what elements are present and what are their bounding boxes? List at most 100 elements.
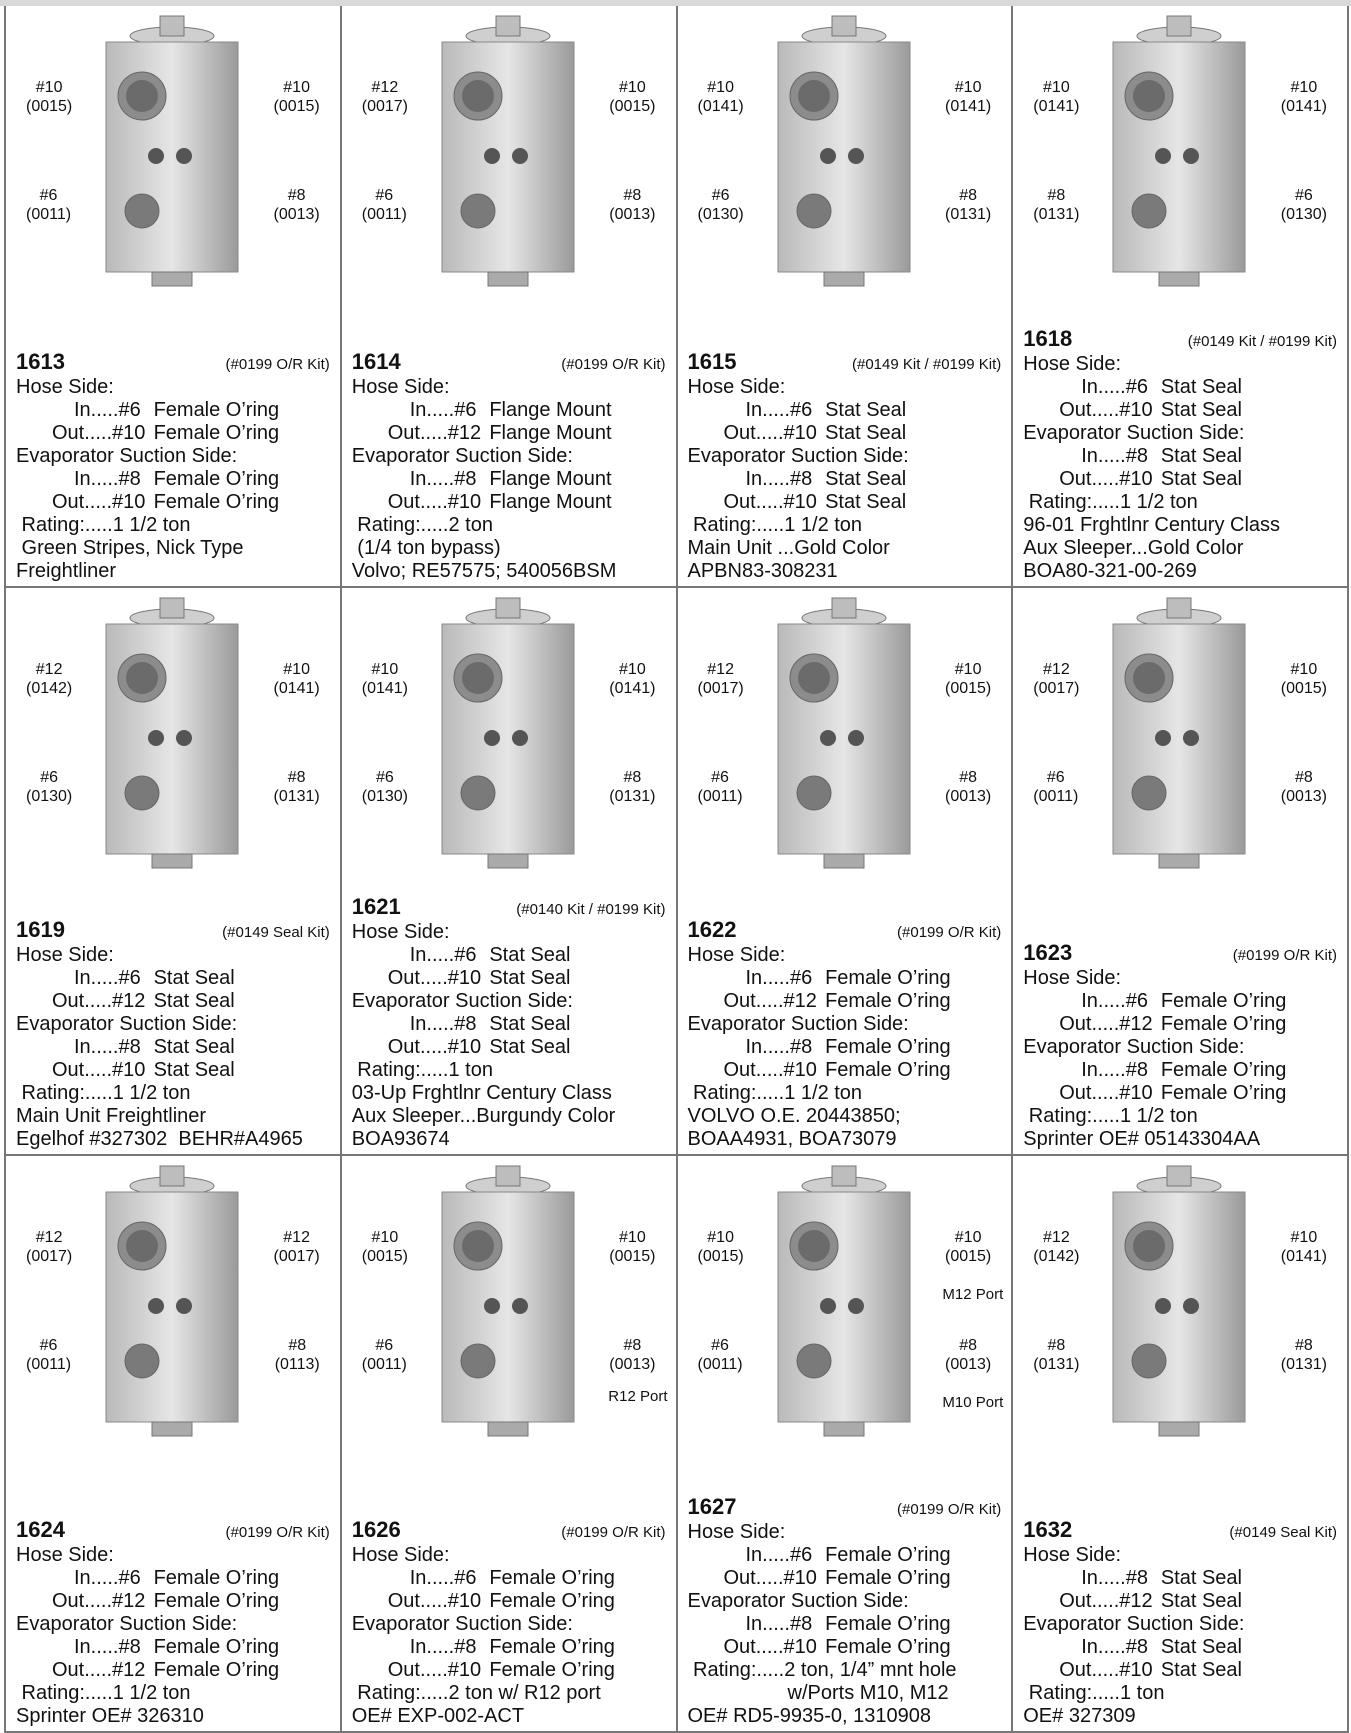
port-label-top-left: #12 (0142) [1033, 1229, 1080, 1265]
note-line: Rating:.....1 ton [351, 1059, 493, 1081]
kit-label: (#0149 Kit / #0199 Kit) [1187, 333, 1337, 350]
spec-block: 1614 (#0199 O/R Kit) Hose Side: In.....#… [352, 350, 666, 583]
valve-icon [105, 1165, 239, 1437]
evap-out-row: Out.....#10 Female O’ring [723, 1059, 951, 1081]
evap-side-label: Evaporator Suction Side: [351, 1613, 573, 1635]
note-line: Rating:.....1 1/2 ton [16, 1082, 191, 1104]
evap-out-row: Out.....#10 Stat Seal [1059, 468, 1242, 490]
hose-side-label: Hose Side: [351, 921, 450, 943]
evap-in-row: In.....#8 Female O’ring [745, 1036, 951, 1058]
hose-in-row: In.....#6 Stat Seal [409, 944, 571, 966]
port-label-bottom-left: #8 (0131) [1033, 187, 1080, 223]
port-label-top-right: #10 (0015) [609, 1229, 656, 1265]
evap-side-label: Evaporator Suction Side: [1023, 1613, 1245, 1635]
port-label-top-right: #12 (0017) [273, 1229, 320, 1265]
hose-out-row: Out.....#10 Stat Seal [387, 967, 571, 989]
port-label-top-right: #10 (0141) [609, 661, 656, 697]
notes: Rating:.....1 1/2 ton VOLVO O.E. 20443850… [688, 1082, 1002, 1151]
note-line: w/Ports M10, M12 [687, 1682, 949, 1704]
valve-photo [1013, 588, 1347, 880]
evap-in-row: In.....#8 Female O’ring [74, 468, 280, 490]
port-label-bottom-right: #8 (0013) [945, 769, 992, 805]
product-cell: #12 (0142) #10 (0141) #8 (0131) #8 (0131) 16… [1013, 1156, 1349, 1733]
valve-icon [105, 15, 239, 287]
port-label-top-right: #10 (0141) [1280, 79, 1327, 115]
kit-label: (#0199 O/R Kit) [225, 356, 330, 373]
product-cell: #10 (0141) #10 (0141) #6 (0130) #8 (0131) 16… [677, 6, 1014, 588]
model-number: 1624 [16, 1517, 65, 1542]
valve-icon [777, 1165, 910, 1437]
hose-out-row: Out.....#12 Flange Mount [387, 422, 612, 444]
note-line: Rating:.....1 1/2 ton [687, 1082, 863, 1104]
note-line: (1/4 ton bypass) [351, 537, 501, 559]
notes: Rating:.....1 ton OE# 327309 [1023, 1682, 1337, 1728]
kit-label: (#0199 O/R Kit) [897, 1501, 1002, 1518]
hose-out-row: Out.....#10 Female O’ring [723, 1567, 951, 1589]
evap-in-row: In.....#8 Stat Seal [745, 468, 907, 490]
hose-in-row: In.....#6 Stat Seal [745, 399, 907, 421]
hose-side-label: Hose Side: [351, 376, 450, 398]
evap-in-row: In.....#8 Stat Seal [74, 1036, 235, 1058]
product-cell: #10 (0141) #10 (0141) #6 (0130) #8 (0131) 16… [341, 588, 678, 1156]
spec-block: 1622 (#0199 O/R Kit) Hose Side: In.....#… [688, 918, 1002, 1151]
port-label-top-right: #10 (0141) [945, 79, 992, 115]
port-label-bottom-right: #8 (0131) [609, 769, 656, 805]
hose-out-row: Out.....#10 Female O’ring [387, 1590, 615, 1612]
valve-photo [6, 6, 340, 298]
note-line: 03-Up Frghtlnr Century Class [351, 1082, 612, 1104]
evap-out-row: Out.....#10 Stat Seal [1059, 1659, 1242, 1681]
note-line: Freightliner [16, 560, 117, 582]
hose-out-row: Out.....#12 Female O’ring [1059, 1013, 1287, 1035]
hose-out-row: Out.....#12 Stat Seal [1059, 1590, 1242, 1612]
evap-side-label: Evaporator Suction Side: [16, 1613, 238, 1635]
product-cell: #10 (0015) #10 (0015) #6 (0011) #8 (0013) 16… [677, 1156, 1014, 1733]
note-line: Rating:.....1 1/2 ton [1023, 491, 1198, 513]
port-label-top-left: #12 (0017) [26, 1229, 73, 1265]
port-label-bottom-right: #6 (0130) [1280, 187, 1327, 223]
valve-icon [777, 15, 910, 287]
evap-out-row: Out.....#12 Female O’ring [52, 1659, 280, 1681]
evap-side-label: Evaporator Suction Side: [351, 990, 573, 1012]
hose-in-row: In.....#6 Female O’ring [74, 399, 280, 421]
hose-in-row: In.....#8 Stat Seal [1081, 1567, 1242, 1589]
note-line: Rating:.....2 ton, 1/4” mnt hole [687, 1659, 957, 1681]
port-label-top-left: #10 (0141) [697, 79, 744, 115]
port-label-top-right: #10 (0015) [273, 79, 320, 115]
port-callout: M10 Port [942, 1394, 1004, 1411]
product-cell: #12 (0017) #10 (0015) #6 (0011) #8 (0013) 16… [1013, 588, 1349, 1156]
note-line: Rating:.....1 1/2 ton [687, 514, 863, 536]
notes: Rating:.....1 1/2 ton Main Unit ...Gold C… [688, 514, 1002, 583]
hose-side-label: Hose Side: [16, 1544, 114, 1566]
valve-icon [441, 597, 575, 869]
port-label-bottom-left: #6 (0011) [26, 187, 72, 223]
port-label-bottom-left: #6 (0011) [697, 1337, 743, 1373]
hose-out-row: Out.....#12 Stat Seal [52, 990, 235, 1012]
note-line: Egelhof #327302 BEHR#A4965 [16, 1128, 303, 1150]
product-cell: #12 (0142) #10 (0141) #6 (0130) #8 (0131) 16… [6, 588, 342, 1156]
hose-out-row: Out.....#10 Stat Seal [1059, 399, 1242, 421]
model-number: 1632 [1023, 1517, 1073, 1542]
kit-label: (#0199 O/R Kit) [1232, 947, 1337, 964]
note-line: 96-01 Frghtlnr Century Class [1023, 514, 1281, 536]
kit-label: (#0199 O/R Kit) [897, 924, 1002, 941]
note-line: Main Unit Freightliner [16, 1105, 207, 1127]
note-line: Main Unit ...Gold Color [687, 537, 890, 559]
hose-side-label: Hose Side: [687, 944, 786, 966]
note-line: Sprinter OE# 05143304AA [1023, 1128, 1261, 1150]
hose-out-row: Out.....#12 Female O’ring [723, 990, 951, 1012]
note-line: Aux Sleeper...Gold Color [1023, 537, 1244, 559]
port-label-bottom-left: #6 (0130) [26, 769, 73, 805]
hose-in-row: In.....#6 Female O’ring [745, 967, 951, 989]
hose-out-row: Out.....#10 Female O’ring [52, 422, 280, 444]
port-label-bottom-right: #8 (0131) [945, 187, 992, 223]
port-label-top-left: #10 (0015) [26, 79, 73, 115]
model-number: 1621 [351, 894, 401, 919]
port-label-top-left: #12 (0017) [1033, 661, 1080, 697]
evap-in-row: In.....#8 Stat Seal [1081, 1636, 1242, 1658]
note-line: Rating:.....2 ton w/ R12 port [351, 1682, 601, 1704]
port-label-bottom-right: #8 (0013) [273, 187, 320, 223]
valve-icon [105, 597, 239, 869]
notes: Rating:.....2 ton (1/4 ton bypass) Volvo;… [352, 514, 666, 583]
spec-block: 1618 (#0149 Kit / #0199 Kit) Hose Side: … [1023, 327, 1337, 583]
note-line: VOLVO O.E. 20443850; [687, 1105, 901, 1127]
